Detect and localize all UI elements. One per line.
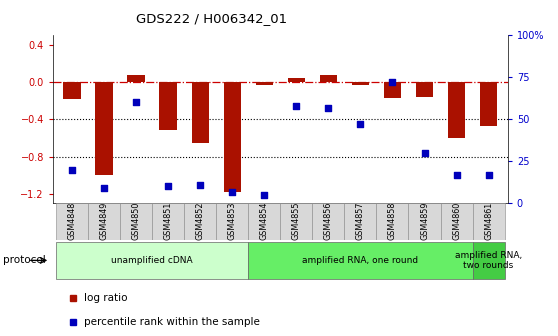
Text: GSM4858: GSM4858 <box>388 202 397 240</box>
Text: log ratio: log ratio <box>84 293 128 302</box>
Point <box>420 150 429 156</box>
Point <box>164 184 173 189</box>
Bar <box>408 203 440 240</box>
Bar <box>473 203 504 240</box>
Bar <box>440 203 473 240</box>
Bar <box>416 82 434 97</box>
Text: GSM4854: GSM4854 <box>260 202 269 240</box>
Bar <box>88 203 121 240</box>
Bar <box>344 203 377 240</box>
Text: GSM4848: GSM4848 <box>68 202 77 240</box>
Text: GSM4851: GSM4851 <box>164 202 173 240</box>
Bar <box>121 203 152 240</box>
Bar <box>377 203 408 240</box>
Bar <box>64 82 81 99</box>
Text: unamplified cDNA: unamplified cDNA <box>112 256 193 265</box>
Point <box>196 182 205 187</box>
Text: GSM4852: GSM4852 <box>196 202 205 240</box>
Point <box>484 172 493 177</box>
Point <box>356 122 365 127</box>
Bar <box>191 82 209 142</box>
Text: GSM4860: GSM4860 <box>452 202 461 240</box>
Text: amplified RNA,
two rounds: amplified RNA, two rounds <box>455 251 522 270</box>
Bar <box>448 82 465 138</box>
Bar <box>256 82 273 85</box>
Bar <box>224 82 241 192</box>
Bar <box>248 242 473 279</box>
Text: GSM4859: GSM4859 <box>420 202 429 240</box>
Point <box>260 192 269 198</box>
Point <box>68 167 76 172</box>
Text: GSM4850: GSM4850 <box>132 202 141 240</box>
Text: GDS222 / H006342_01: GDS222 / H006342_01 <box>137 12 287 25</box>
Point <box>100 185 109 191</box>
Bar <box>160 82 177 130</box>
Bar <box>217 203 248 240</box>
Text: amplified RNA, one round: amplified RNA, one round <box>302 256 418 265</box>
Bar <box>287 78 305 82</box>
Point <box>388 80 397 85</box>
Text: GSM4861: GSM4861 <box>484 202 493 240</box>
Text: GSM4849: GSM4849 <box>100 202 109 240</box>
Bar <box>320 75 337 82</box>
Bar <box>248 203 281 240</box>
Bar <box>184 203 217 240</box>
Text: GSM4853: GSM4853 <box>228 202 237 240</box>
Text: percentile rank within the sample: percentile rank within the sample <box>84 317 260 327</box>
Bar <box>95 82 113 175</box>
Point <box>228 189 237 194</box>
Bar <box>152 203 184 240</box>
Point <box>292 103 301 109</box>
Text: GSM4856: GSM4856 <box>324 202 333 240</box>
Bar <box>352 82 369 85</box>
Point <box>324 105 333 110</box>
Text: GSM4857: GSM4857 <box>356 202 365 240</box>
Bar <box>384 82 401 98</box>
Bar <box>127 75 145 82</box>
Bar <box>56 203 88 240</box>
Text: GSM4855: GSM4855 <box>292 202 301 240</box>
Bar <box>480 82 497 126</box>
Bar <box>473 242 504 279</box>
Bar <box>281 203 312 240</box>
Point <box>452 172 461 177</box>
Text: protocol: protocol <box>3 255 46 265</box>
Point <box>132 100 141 105</box>
Bar <box>312 203 344 240</box>
Bar <box>56 242 248 279</box>
